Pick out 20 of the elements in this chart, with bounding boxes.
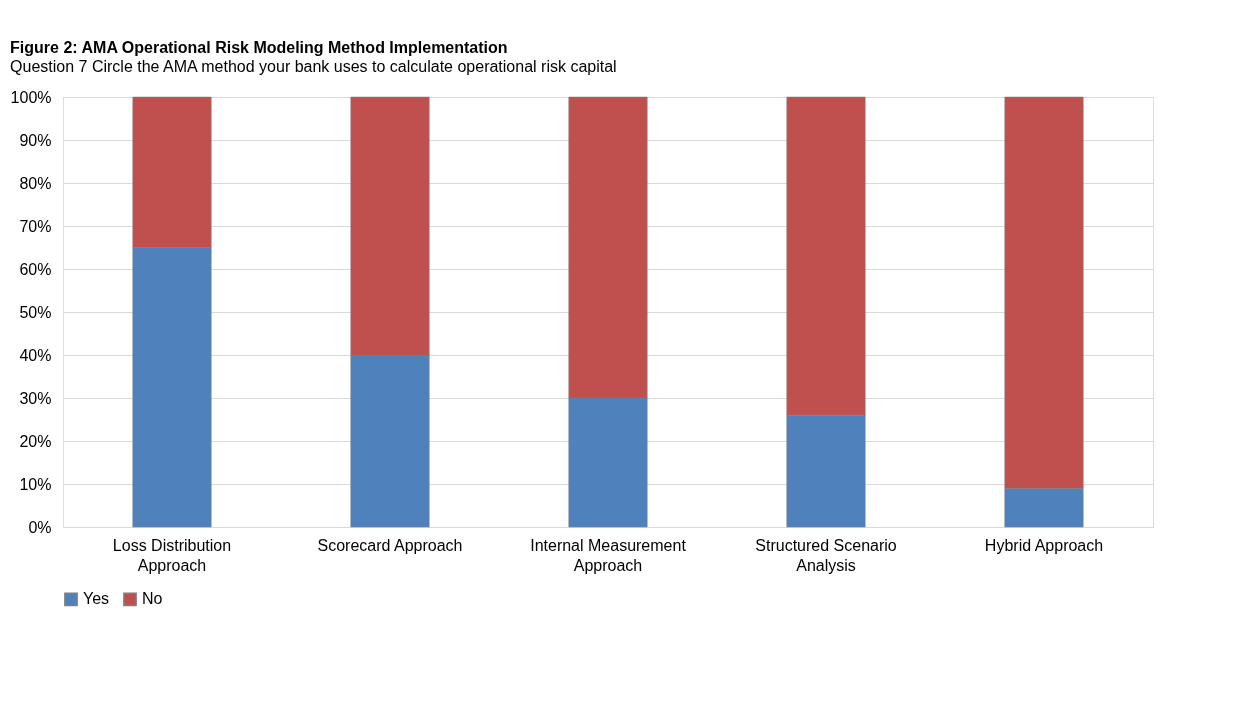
x-tick-label: Scorecard Approach	[317, 536, 463, 554]
y-tick-label: 50%	[19, 303, 52, 321]
x-tick-label: Loss Distribution Approach	[112, 536, 232, 574]
x-tick-label: Hybrid Approach	[984, 536, 1104, 554]
x-tick-label: Structured Scenario Analysis	[755, 536, 897, 574]
y-tick-label: 90%	[19, 131, 52, 149]
chart-subtitle: Question 7 Circle the AMA method your bank uses to calculate operational risk capital	[10, 58, 617, 75]
y-tick-label: 30%	[19, 389, 52, 407]
y-tick-label: 100%	[10, 88, 52, 106]
y-tick-label: 40%	[19, 346, 52, 364]
y-tick-label: 60%	[19, 260, 52, 278]
y-tick-label: 70%	[19, 217, 52, 235]
y-tick-label: 80%	[19, 174, 52, 192]
x-tick-label: Internal Measurement Approach	[530, 536, 687, 574]
y-tick-label: 20%	[19, 432, 52, 450]
y-tick-label: 10%	[19, 475, 52, 493]
legend-label: Yes	[83, 590, 110, 608]
y-tick-label: 0%	[28, 518, 52, 536]
legend-label: No	[142, 590, 163, 608]
chart-title: Figure 2: AMA Operational Risk Modeling Method Implementation	[10, 39, 508, 56]
